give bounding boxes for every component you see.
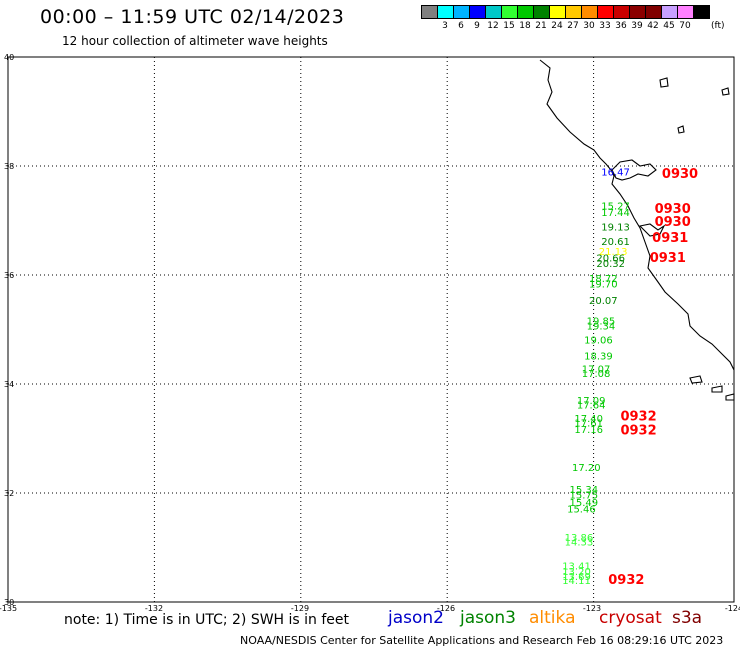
colorbar-tick-label: 9 (474, 21, 480, 31)
credit-footer: NOAA/NESDIS Center for Satellite Applica… (240, 634, 724, 647)
swh-value: 14.11 (562, 576, 591, 587)
satellite-legend-cryosat: cryosat (599, 608, 662, 628)
map-frame (7, 56, 735, 603)
satellite-legend-altika: altika (529, 608, 576, 628)
pass-time-label: 0931 (652, 231, 688, 246)
colorbar-tick-label: 15 (503, 21, 515, 31)
colorbar-tick-label: 45 (663, 21, 675, 31)
swh-value: 15.46 (567, 505, 596, 516)
swh-value: 20.66 (596, 253, 625, 264)
swh-value: 13.41 (562, 561, 591, 572)
wave-height-colorbar (421, 5, 710, 19)
colorbar-swatch (693, 5, 710, 19)
swh-value: 13.69 (562, 572, 591, 583)
pass-time-label: 0932 (620, 424, 656, 439)
longitude-label: -126 (437, 604, 455, 613)
colorbar-tick-label: 3 (442, 21, 448, 31)
sf-bay (611, 159, 657, 181)
swh-value: 21.13 (599, 247, 628, 258)
colorbar-labels: 3 6 9 12 15 18 21 24 27 30 33 36 39 42 45 70 (421, 21, 709, 31)
lake-3 (677, 125, 685, 134)
units-note: note: 1) Time is in UTC; 2) SWH is in fe… (64, 612, 350, 628)
map-grid (8, 57, 734, 602)
swh-value: 17.09 (577, 396, 606, 407)
colorbar-tick-label: 70 (679, 21, 691, 31)
swh-value: 17.08 (582, 369, 611, 380)
swh-value: 20.61 (601, 237, 630, 248)
satellite-legend-jason2: jason2 (388, 608, 444, 628)
colorbar-tick-label: 30 (583, 21, 595, 31)
swh-value: 20.07 (589, 296, 618, 307)
swh-value: 19.13 (601, 222, 630, 233)
swh-value: 14.33 (565, 537, 594, 548)
colorbar-tick-label: 36 (615, 21, 627, 31)
latitude-label: 32 (4, 489, 14, 498)
swh-value: 13.86 (565, 533, 594, 544)
colorbar-tick-label: 33 (599, 21, 611, 31)
swh-value: 15.27 (601, 202, 630, 213)
swh-value: 16.47 (601, 167, 630, 178)
map-title: 00:00 – 11:59 UTC 02/14/2023 (40, 6, 345, 28)
monterey-bay (638, 223, 666, 237)
latitude-label: 34 (4, 380, 14, 389)
swh-value: 17.16 (574, 425, 603, 436)
swh-value: 19.34 (587, 322, 616, 333)
swh-value: 17.61 (574, 419, 603, 430)
map-subtitle: 12 hour collection of altimeter wave hei… (62, 34, 328, 48)
pass-time-label: 0932 (608, 573, 644, 588)
latitude-label: 36 (4, 271, 14, 280)
longitude-label: -124 (725, 604, 740, 613)
satellite-legend-s3a: s3a (672, 608, 703, 628)
swh-value: 19.70 (589, 280, 618, 291)
colorbar-tick-label: 18 (519, 21, 531, 31)
longitude-label: -132 (145, 604, 163, 613)
swh-value: 19.85 (587, 317, 616, 328)
longitude-label: -135 (0, 604, 17, 613)
colorbar-tick-label: 42 (647, 21, 659, 31)
coastline (539, 59, 735, 401)
pass-time-label: 0932 (620, 410, 656, 425)
colorbar-tick-label: 39 (631, 21, 643, 31)
colorbar-unit: (ft) (711, 21, 725, 31)
swh-value: 13.20 (562, 567, 591, 578)
colorbar-tick-label: 21 (535, 21, 547, 31)
satellite-legend-jason3: jason3 (460, 608, 516, 628)
swh-value: 20.32 (596, 259, 625, 270)
pass-time-label: 0930 (655, 202, 691, 217)
california-coastline (539, 59, 735, 371)
longitude-label: -129 (291, 604, 309, 613)
swh-value: 17.40 (574, 414, 603, 425)
latitude-label: 38 (4, 162, 14, 171)
longitude-label: -123 (583, 604, 601, 613)
swh-value: 15.34 (570, 485, 599, 496)
pass-time-label: 0930 (662, 167, 698, 182)
pass-time-label: 0930 (655, 215, 691, 230)
axis-labels: 40 38 36 34 32 30-135 -132 -129 -126 -123 -124 (0, 53, 740, 613)
channel-island-1 (689, 375, 703, 384)
swh-value: 17.20 (572, 463, 601, 474)
lake-1 (659, 77, 669, 88)
swh-value: 18.72 (589, 274, 618, 285)
lake-2 (721, 87, 730, 96)
pass-time-label: 0931 (650, 251, 686, 266)
colorbar-tick-label: 27 (567, 21, 579, 31)
swh-value: 18.39 (584, 351, 613, 362)
swh-value: 15.49 (570, 498, 599, 509)
swh-value: 17.44 (601, 208, 630, 219)
swh-value: 19.06 (584, 336, 613, 347)
channel-island-3 (725, 393, 735, 401)
colorbar-tick-label: 6 (458, 21, 464, 31)
channel-island-2 (711, 385, 723, 393)
swh-value: 17.64 (577, 401, 606, 412)
latitude-label: 30 (4, 598, 14, 607)
latitude-label: 40 (4, 53, 14, 62)
colorbar-tick-label: 12 (487, 21, 499, 31)
swh-value: 15.75 (570, 490, 599, 501)
colorbar-tick-label: 24 (551, 21, 563, 31)
swh-value: 17.07 (582, 365, 611, 376)
